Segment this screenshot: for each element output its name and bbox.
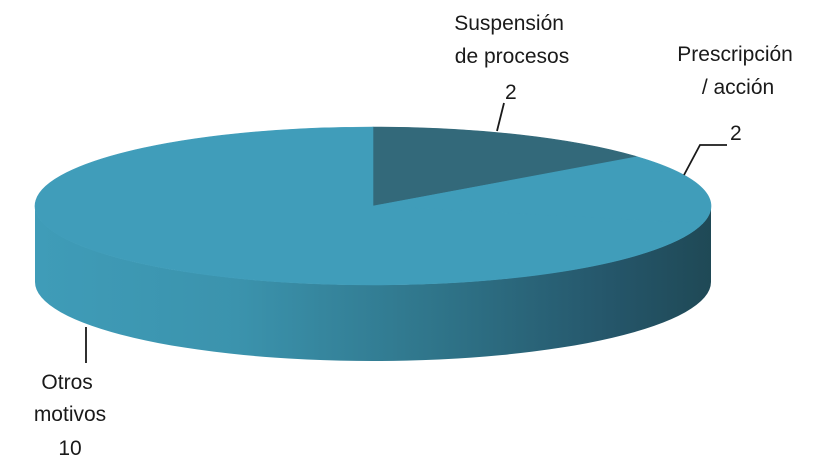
slice-label-suspension-line1: Suspensión <box>454 12 564 35</box>
slice-value-prescripcion: 2 <box>730 122 742 145</box>
slice-label-prescripcion-line2: / acción <box>702 76 774 99</box>
slice-label-otros-line2: motivos <box>34 403 106 426</box>
pie-slice-suspension <box>372 126 638 207</box>
slice-value-suspension: 2 <box>505 81 517 104</box>
slice-value-otros: 10 <box>58 437 81 460</box>
slice-label-prescripcion: Prescripción / acción <box>677 43 798 99</box>
slice-label-prescripcion-line1: Prescripción <box>677 43 793 66</box>
pie-side <box>35 206 711 361</box>
slice-label-suspension: Suspensión de procesos <box>454 12 570 68</box>
pie-slice-otros <box>34 126 704 286</box>
leader-line-prescripcion <box>683 144 727 176</box>
pie-slice-prescripcion <box>372 156 712 224</box>
slice-label-suspension-line2: de procesos <box>455 45 569 68</box>
slice-label-otros-line1: Otros <box>41 371 92 394</box>
leader-line-suspension <box>496 102 505 132</box>
slice-label-otros: Otros motivos <box>34 371 106 426</box>
